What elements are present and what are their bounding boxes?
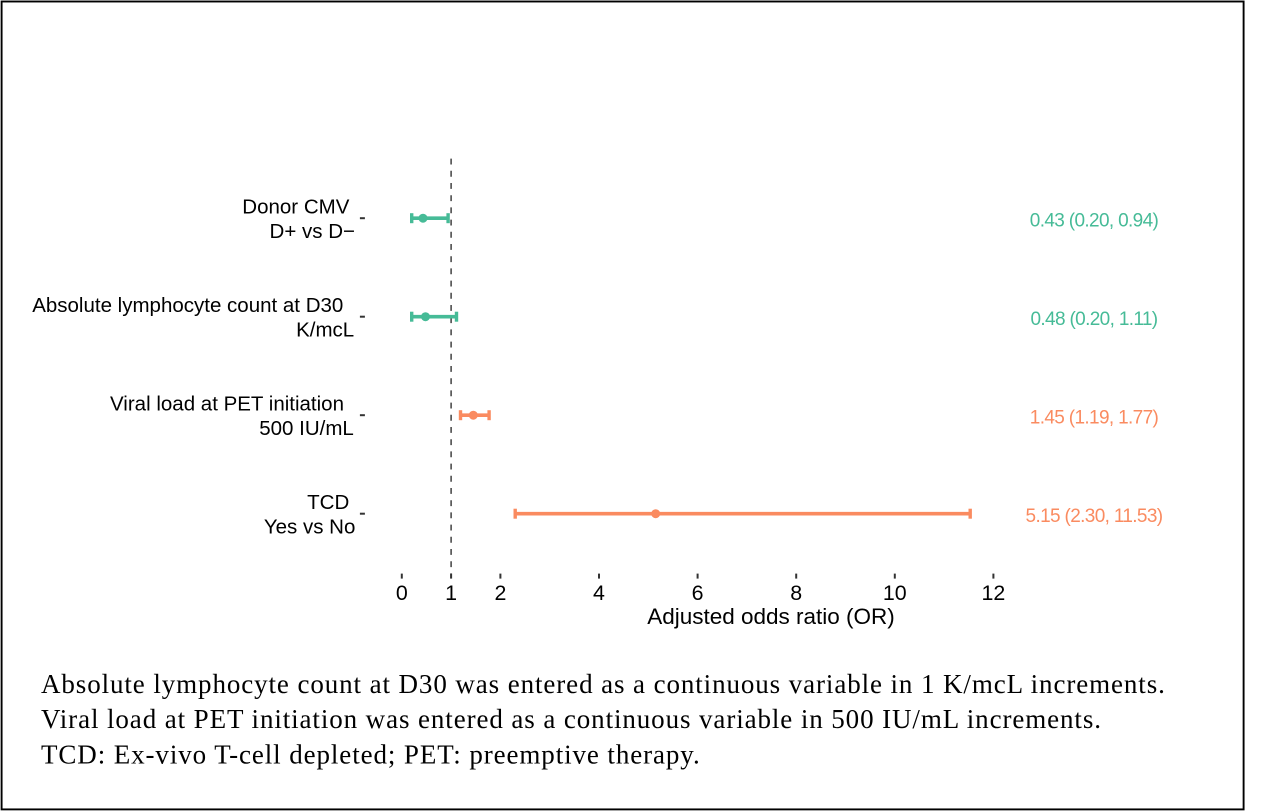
svg-text:10: 10	[883, 581, 907, 605]
svg-text:6: 6	[692, 581, 704, 605]
svg-text:Absolute lymphocyte count at D: Absolute lymphocyte count at D30	[32, 294, 343, 317]
svg-text:1: 1	[445, 581, 457, 605]
svg-text:500 IU/mL: 500 IU/mL	[259, 417, 354, 440]
svg-text:D+ vs D−: D+ vs D−	[270, 220, 355, 243]
svg-text:K/mcL: K/mcL	[296, 318, 354, 341]
svg-text:Adjusted odds ratio (OR): Adjusted odds ratio (OR)	[647, 604, 895, 629]
svg-text:TCD: Ex-vivo T-cell depleted;: TCD: Ex-vivo T-cell depleted; PET: preem…	[41, 740, 701, 770]
svg-text:12: 12	[982, 581, 1006, 605]
svg-text:8: 8	[790, 581, 802, 605]
svg-text:0.48 (0.20, 1.11): 0.48 (0.20, 1.11)	[1031, 309, 1158, 330]
svg-text:5.15 (2.30, 11.53): 5.15 (2.30, 11.53)	[1026, 506, 1163, 527]
svg-text:Viral load at PET initiation w: Viral load at PET initiation was entered…	[41, 704, 1102, 734]
svg-text:Viral load at PET initiation: Viral load at PET initiation	[110, 393, 344, 416]
svg-text:4: 4	[593, 581, 605, 605]
svg-text:Absolute lymphocyte count at D: Absolute lymphocyte count at D30 was ent…	[41, 669, 1166, 699]
svg-text:Yes vs No: Yes vs No	[264, 515, 356, 538]
svg-text:0: 0	[396, 581, 408, 605]
svg-text:1.45 (1.19, 1.77): 1.45 (1.19, 1.77)	[1030, 407, 1159, 428]
svg-text:Donor CMV: Donor CMV	[242, 196, 349, 219]
svg-text:0.43 (0.20, 0.94): 0.43 (0.20, 0.94)	[1030, 210, 1159, 231]
svg-text:2: 2	[494, 581, 506, 605]
svg-text:TCD: TCD	[307, 491, 349, 514]
